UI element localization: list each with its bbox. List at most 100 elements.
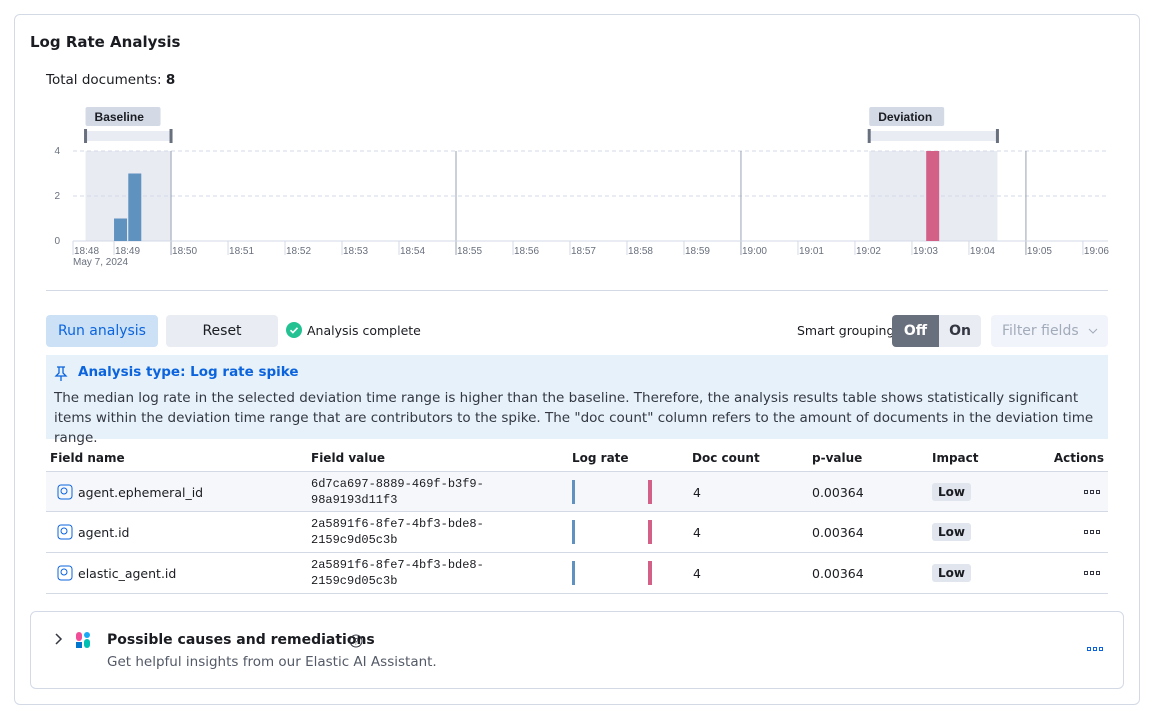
field-name: agent.id — [78, 525, 130, 540]
table-row: elastic_agent.id 2a5891f6-8fe7-4bf3-bde8-… — [46, 553, 1108, 594]
p-value: 0.00364 — [812, 525, 864, 540]
impact-badge: Low — [932, 564, 971, 582]
brush-track — [85, 131, 172, 141]
log-rate-sparkline — [572, 480, 652, 504]
log-rate-sparkline — [572, 561, 652, 585]
x-tick-label: 19:00 — [742, 246, 767, 257]
bar — [114, 218, 128, 241]
toggle-off[interactable]: Off — [892, 315, 939, 347]
row-actions[interactable] — [1084, 571, 1100, 577]
callout: Analysis type: Log rate spike The median… — [46, 355, 1108, 446]
status-text: Analysis complete — [307, 322, 421, 338]
filter-text: Filter fields — [1002, 323, 1079, 339]
divider — [46, 290, 1108, 291]
row-actions[interactable] — [1084, 530, 1100, 536]
impact-badge: Low — [932, 523, 971, 541]
row-actions[interactable] — [1084, 490, 1100, 496]
x-tick-label: 18:55 — [457, 246, 482, 257]
p-value: 0.00364 — [812, 566, 864, 581]
x-tick-label: 19:03 — [913, 246, 938, 257]
check-icon — [286, 322, 302, 338]
x-tick-label: 18:51 — [229, 246, 254, 257]
column-header: Field value — [311, 451, 386, 465]
ai-text: Get helpful insights from our Elastic AI… — [107, 654, 437, 670]
brush-handle — [867, 129, 871, 143]
brush-label: Deviation — [878, 110, 932, 124]
total-label: Total documents: — [46, 72, 162, 88]
x-tick-label: 19:06 — [1084, 246, 1109, 257]
field-icon — [57, 565, 73, 581]
panel-title: Log Rate Analysis — [30, 33, 181, 51]
field-value: 2a5891f6-8fe7-4bf3-bde8-2159c9d05c3b — [311, 517, 484, 547]
reset-button[interactable]: Reset — [166, 315, 278, 347]
table-row: agent.ephemeral_id 6d7ca697-8889-469f-b3f… — [46, 471, 1108, 512]
field-name: agent.ephemeral_id — [78, 485, 204, 500]
pin-icon — [54, 366, 68, 381]
x-tick-label: 19:05 — [1027, 246, 1052, 257]
callout-title: Analysis type: Log rate spike — [78, 364, 299, 380]
doc-count: 4 — [693, 485, 701, 500]
y-tick-label: 4 — [54, 146, 60, 157]
x-tick-label: 18:49 — [115, 246, 140, 257]
field-value: 6d7ca697-8889-469f-b3f9-98a9193d11f3 — [311, 477, 484, 507]
toggle-on[interactable]: On — [939, 315, 981, 347]
column-header: Log rate — [572, 451, 629, 465]
column-header: Actions — [1053, 451, 1104, 465]
y-tick-label: 0 — [54, 236, 60, 247]
x-tick-label: 18:50 — [172, 246, 197, 257]
svg-text:?: ? — [353, 637, 358, 647]
filter-fields[interactable]: Filter fields — [991, 315, 1108, 347]
histogram: Baseline Deviation 0 2 4 18:48 18:49 18:50 18:51… — [54, 107, 1109, 268]
brush-label-bg — [85, 107, 161, 126]
brush-handle — [84, 129, 88, 143]
doc-count: 4 — [693, 566, 701, 581]
bar — [926, 151, 940, 241]
total-value: 8 — [165, 72, 176, 88]
x-tick-label: 19:04 — [970, 246, 995, 257]
smart-grouping-label: Smart grouping — [797, 323, 895, 338]
field-name: elastic_agent.id — [78, 566, 177, 581]
help-icon: ? — [349, 634, 363, 648]
brush-handle — [995, 129, 999, 143]
x-tick-label: 19:02 — [856, 246, 881, 257]
actions-icon[interactable] — [1087, 647, 1103, 653]
y-tick-label: 2 — [54, 191, 60, 202]
x-tick-label: 18:53 — [343, 246, 368, 257]
table-row: agent.id 2a5891f6-8fe7-4bf3-bde8-2159c9d0… — [46, 512, 1108, 553]
p-value: 0.00364 — [812, 485, 864, 500]
brush-track — [869, 131, 998, 141]
brush-label: Baseline — [95, 110, 145, 124]
expand-icon[interactable] — [53, 632, 65, 646]
x-tick-label: 18:52 — [286, 246, 311, 257]
column-header[interactable]: Doc count — [692, 451, 760, 465]
field-value: 2a5891f6-8fe7-4bf3-bde8-2159c9d05c3b — [311, 558, 484, 588]
column-header: Impact — [932, 451, 979, 465]
total-documents: Total documents: 8 — [46, 72, 175, 88]
field-icon — [57, 524, 73, 540]
ai-panel: Possible causes and remediations ? Get h… — [30, 611, 1124, 689]
x-tick-label: 19:01 — [799, 246, 824, 257]
ai-title: Possible causes and remediations — [107, 632, 375, 648]
ai-logo — [76, 632, 90, 648]
status: Analysis complete — [286, 322, 421, 338]
x-tick-label: 18:54 — [400, 246, 425, 257]
x-tick-label: 18:57 — [571, 246, 596, 257]
panel — [14, 14, 1140, 705]
doc-count: 4 — [693, 525, 701, 540]
x-tick-label: 18:48 — [74, 246, 99, 257]
brush-handle — [169, 129, 173, 143]
brush-label-bg — [869, 107, 945, 126]
callout-text: The median log rate in the selected devi… — [54, 390, 1094, 446]
x-sublabel: May 7, 2024 — [73, 257, 128, 268]
field-icon — [57, 484, 73, 500]
x-tick-label: 18:59 — [685, 246, 710, 257]
column-header: Field name — [50, 451, 125, 465]
bar — [128, 173, 142, 241]
run-analysis-button[interactable]: Run analysis — [46, 315, 158, 347]
column-header: p-value — [812, 451, 863, 465]
impact-badge: Low — [932, 483, 971, 501]
log-rate-sparkline — [572, 520, 652, 544]
x-tick-label: 18:58 — [628, 246, 653, 257]
chevron — [1088, 328, 1097, 334]
